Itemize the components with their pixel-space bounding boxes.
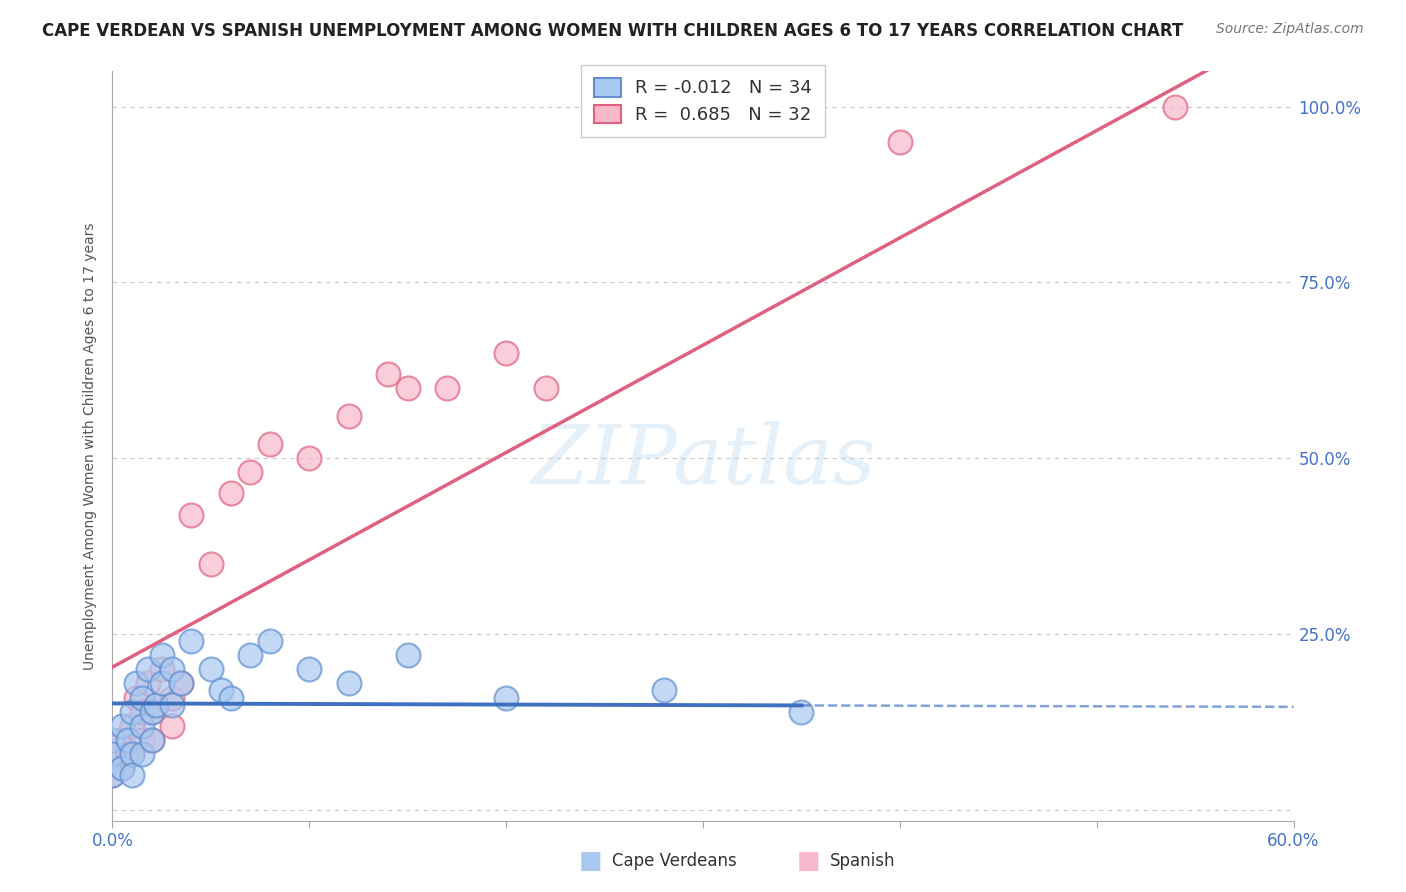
Point [219, 690, 242, 705]
Point [141, 732, 163, 747]
Point [889, 135, 911, 149]
Point [121, 768, 143, 782]
Point [495, 345, 517, 359]
Text: ■: ■ [797, 849, 820, 872]
Point [101, 747, 124, 761]
Point [160, 719, 183, 733]
Y-axis label: Unemployment Among Women with Children Ages 6 to 17 years: Unemployment Among Women with Children A… [83, 222, 97, 670]
Point [209, 683, 232, 698]
Point [790, 705, 813, 719]
Text: ■: ■ [579, 849, 602, 872]
Text: Spanish: Spanish [830, 852, 896, 870]
Point [160, 690, 183, 705]
Point [141, 705, 163, 719]
Point [160, 662, 183, 676]
Text: Cape Verdeans: Cape Verdeans [612, 852, 737, 870]
Point [136, 662, 159, 676]
Point [111, 761, 134, 775]
Point [337, 676, 360, 690]
Point [259, 634, 281, 648]
Point [219, 486, 242, 500]
Point [131, 719, 153, 733]
Point [239, 466, 262, 480]
Point [111, 719, 134, 733]
Point [396, 381, 419, 395]
Point [145, 698, 167, 712]
Point [125, 690, 148, 705]
Point [131, 747, 153, 761]
Point [131, 732, 153, 747]
Point [180, 508, 202, 522]
Text: ZIPatlas: ZIPatlas [530, 421, 876, 501]
Point [131, 690, 153, 705]
Point [117, 732, 139, 747]
Point [141, 705, 163, 719]
Point [150, 676, 173, 690]
Legend: R = -0.012   N = 34, R =  0.685   N = 32: R = -0.012 N = 34, R = 0.685 N = 32 [581, 65, 825, 136]
Point [121, 747, 143, 761]
Point [117, 747, 139, 761]
Point [101, 747, 124, 761]
Point [170, 676, 193, 690]
Point [298, 662, 321, 676]
Point [121, 747, 143, 761]
Point [534, 381, 557, 395]
Point [239, 648, 262, 663]
Point [131, 705, 153, 719]
Point [396, 648, 419, 663]
Point [170, 676, 193, 690]
Point [101, 732, 124, 747]
Point [111, 761, 134, 775]
Text: Source: ZipAtlas.com: Source: ZipAtlas.com [1216, 22, 1364, 37]
Point [145, 698, 167, 712]
Point [1164, 99, 1187, 113]
Point [136, 676, 159, 690]
Point [652, 683, 675, 698]
Point [180, 634, 202, 648]
Point [160, 698, 183, 712]
Point [121, 719, 143, 733]
Point [141, 732, 163, 747]
Point [101, 768, 124, 782]
Point [377, 367, 399, 381]
Point [495, 690, 517, 705]
Point [111, 732, 134, 747]
Point [298, 451, 321, 466]
Point [150, 662, 173, 676]
Text: CAPE VERDEAN VS SPANISH UNEMPLOYMENT AMONG WOMEN WITH CHILDREN AGES 6 TO 17 YEAR: CAPE VERDEAN VS SPANISH UNEMPLOYMENT AMO… [42, 22, 1184, 40]
Point [150, 648, 173, 663]
Point [259, 437, 281, 451]
Point [436, 381, 458, 395]
Point [101, 768, 124, 782]
Point [337, 409, 360, 423]
Point [200, 662, 222, 676]
Point [121, 705, 143, 719]
Point [125, 676, 148, 690]
Point [200, 557, 222, 571]
